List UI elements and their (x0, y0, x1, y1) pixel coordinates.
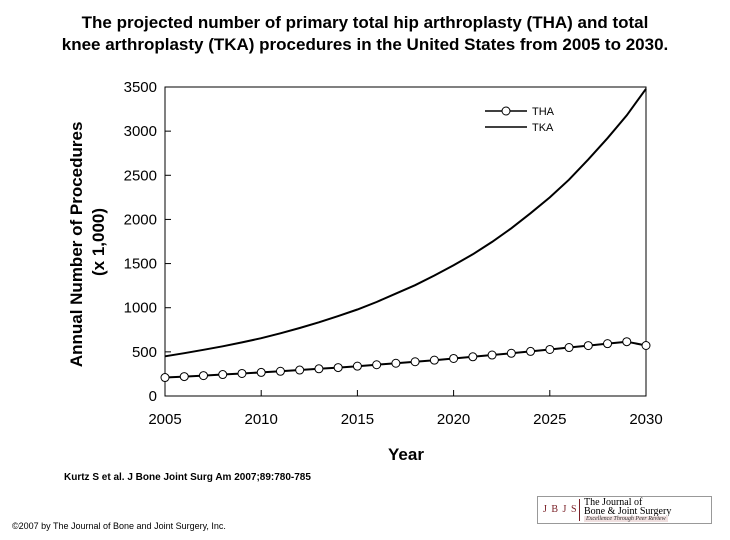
series-layer (160, 88, 651, 383)
y-tick-label: 500 (132, 344, 157, 361)
data-point-tha (545, 344, 555, 354)
y-axis-label-line-1: Annual Number of Procedures (67, 122, 86, 368)
data-point-tha (449, 353, 459, 363)
legend-label-tha: THA (532, 106, 555, 118)
data-point-tha (179, 372, 189, 382)
x-tick-label: 2015 (341, 411, 374, 428)
data-point-tha (314, 364, 324, 374)
data-point-tha (295, 365, 305, 375)
y-tick-label: 1500 (124, 256, 157, 273)
data-point-tha (410, 357, 420, 367)
data-point-tha (391, 358, 401, 368)
logo-frame (537, 496, 712, 524)
y-tick-label: 2500 (124, 167, 157, 184)
series-line-tka (164, 88, 647, 358)
data-point-tha (218, 370, 228, 380)
data-point-tha (256, 367, 266, 377)
copyright: ©2007 by The Journal of Bone and Joint S… (12, 521, 226, 531)
legend-label-tka: TKA (532, 122, 554, 134)
x-tick-label: 2025 (533, 411, 566, 428)
logo-mark: J B J S (543, 504, 578, 515)
y-tick-label: 2000 (124, 211, 157, 228)
x-tick-label: 2030 (629, 411, 662, 428)
plot-border (164, 86, 647, 397)
chart-title: The projected number of primary total hi… (0, 12, 730, 56)
y-tick-label: 3000 (124, 123, 157, 140)
line-chart: 0 500 1000 1500 2000 2500 3000 3500 2005 2010 201… (67, 79, 663, 464)
data-point-tha (275, 366, 285, 376)
x-tick-label: 2010 (245, 411, 278, 428)
x-tick-label: 2005 (148, 411, 181, 428)
y-axis: 0 500 1000 1500 2000 2500 3000 3500 (124, 79, 171, 405)
legend-marker-tha (501, 106, 511, 116)
y-tick-label: 3500 (124, 79, 157, 96)
data-point-tha (352, 361, 362, 371)
x-tick-label: 2020 (437, 411, 470, 428)
chart-title-line-2: knee arthroplasty (TKA) procedures in th… (61, 35, 669, 54)
legend: THA TKA (485, 106, 555, 134)
data-point-tha (583, 341, 593, 351)
logo-line-1: The Journal of (584, 497, 643, 508)
journal-logo: J B J S The Journal of Bone & Joint Surg… (537, 496, 712, 526)
data-point-tha (622, 337, 632, 347)
data-point-tha (237, 368, 247, 378)
data-point-tha (641, 341, 651, 351)
data-point-tha (333, 363, 343, 373)
data-point-tha (429, 355, 439, 365)
data-point-tha (468, 352, 478, 362)
data-point-tha (526, 346, 536, 356)
data-point-tha (487, 350, 497, 360)
logo-line-2: Bone & Joint Surgery (584, 506, 672, 517)
plot-area (164, 86, 647, 397)
y-axis-label-line-2: (x 1,000) (89, 208, 108, 276)
series-line-tha (164, 340, 647, 379)
x-axis: 2005 2010 2015 2020 2025 2030 (148, 390, 663, 428)
chart-title-line-1: The projected number of primary total hi… (81, 13, 649, 32)
data-point-tha (564, 343, 574, 353)
x-axis-label: Year (388, 445, 424, 464)
citation: Kurtz S et al. J Bone Joint Surg Am 2007… (64, 472, 311, 483)
data-point-tha (198, 371, 208, 381)
data-point-tha (160, 373, 170, 383)
data-point-tha (603, 339, 613, 349)
y-tick-label: 1000 (124, 300, 157, 317)
y-tick-label: 0 (149, 388, 157, 405)
y-axis-label: Annual Number of Procedures (x 1,000) (67, 117, 108, 367)
logo-tagline: Excellence Through Peer Review (584, 516, 668, 522)
data-point-tha (372, 360, 382, 370)
logo-divider (579, 499, 580, 521)
data-point-tha (506, 348, 516, 358)
